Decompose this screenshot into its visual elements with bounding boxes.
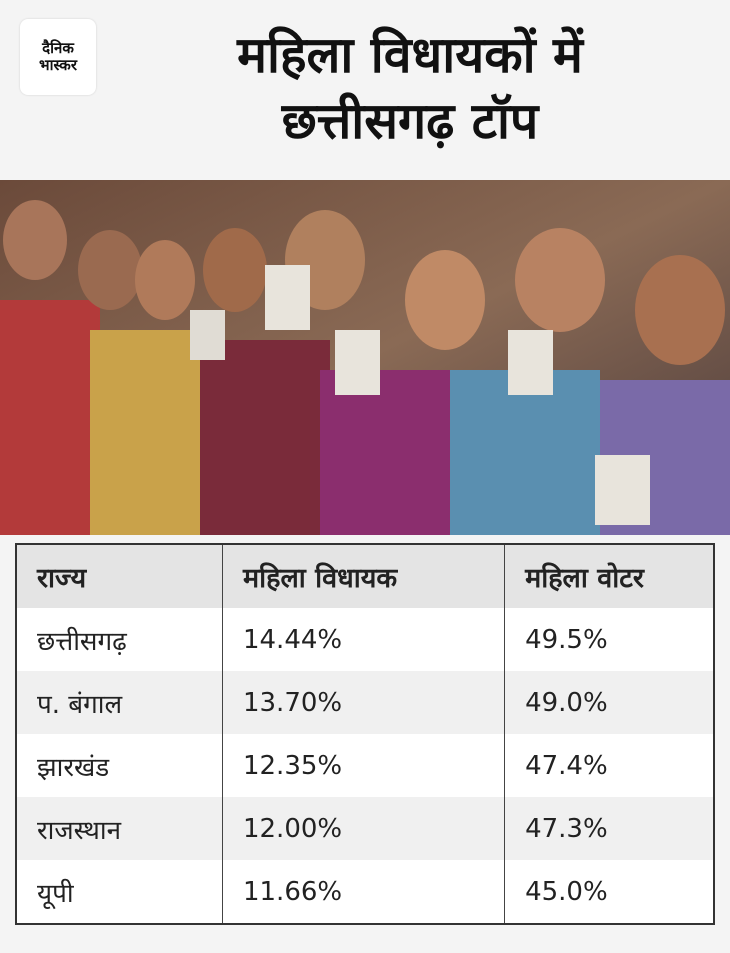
logo: दैनिक भास्कर: [20, 19, 96, 95]
column-header: राज्य: [15, 544, 223, 608]
table-cell: 47.4%: [504, 734, 714, 797]
table-cell: 12.00%: [221, 797, 505, 860]
table-cell: यूपी: [15, 860, 223, 924]
table-cell: 47.3%: [504, 797, 714, 860]
table-body: छत्तीसगढ़ 14.44% 49.5% प. बंगाल 13.70% 49.0% झ…: [15, 608, 714, 924]
table-row: प. बंगाल 13.70% 49.0%: [15, 671, 714, 734]
photo: [0, 180, 730, 535]
title: महिला विधायकों में छत्तीसगढ़ टॉप: [110, 22, 710, 154]
table-cell: 49.5%: [504, 608, 714, 671]
column-header: महिला वोटर: [504, 544, 714, 608]
data-table: राज्य महिला विधायक महिला वोटर छत्तीसगढ़ 14.…: [15, 543, 715, 925]
logo-text: भास्कर: [39, 56, 77, 74]
column-header: महिला विधायक: [221, 544, 505, 608]
table-row: छत्तीसगढ़ 14.44% 49.5%: [15, 608, 714, 671]
table-row: यूपी 11.66% 45.0%: [15, 860, 714, 924]
table-row: राजस्थान 12.00% 47.3%: [15, 797, 714, 860]
title-line: महिला विधायकों में: [237, 26, 583, 84]
header: दैनिक भास्कर महिला विधायकों में छत्तीसगढ…: [0, 0, 730, 178]
table-cell: प. बंगाल: [15, 671, 223, 734]
header-row: राज्य महिला विधायक महिला वोटर: [15, 544, 714, 608]
table-cell: 11.66%: [221, 860, 505, 924]
table-cell: 12.35%: [221, 734, 505, 797]
table-cell: 45.0%: [504, 860, 714, 924]
table-cell: 13.70%: [221, 671, 505, 734]
logo-text: दैनिक: [42, 39, 74, 57]
table-cell: झारखंड: [15, 734, 223, 797]
table-cell: छत्तीसगढ़: [15, 608, 223, 671]
table-row: झारखंड 12.35% 47.4%: [15, 734, 714, 797]
title-line: छत्तीसगढ़ टॉप: [281, 92, 539, 150]
table-cell: राजस्थान: [15, 797, 223, 860]
table-cell: 49.0%: [504, 671, 714, 734]
table-cell: 14.44%: [221, 608, 505, 671]
